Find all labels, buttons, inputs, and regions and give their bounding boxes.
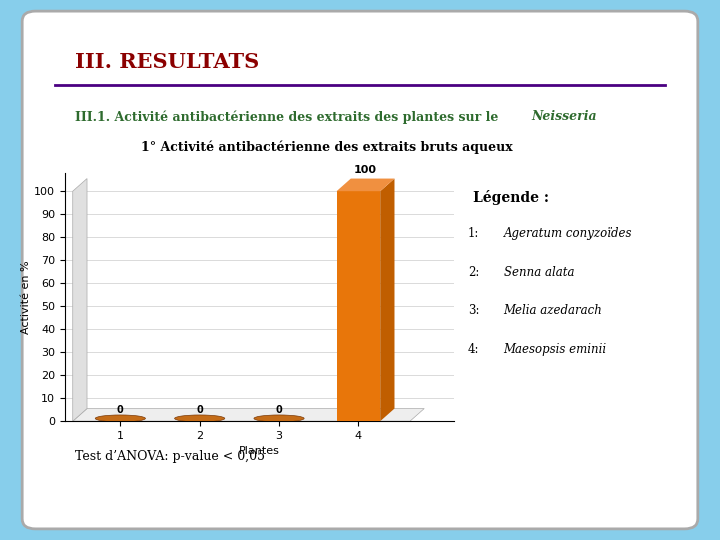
Text: III.1. Activité antibactérienne des extraits des plantes sur le: III.1. Activité antibactérienne des extr… [75,110,503,124]
Text: Neisseria: Neisseria [531,110,597,123]
X-axis label: Plantes: Plantes [239,447,279,456]
Polygon shape [336,179,395,191]
Text: 1:: 1: [468,227,480,240]
Text: Melia azedarach: Melia azedarach [503,305,603,318]
Ellipse shape [174,415,225,422]
Polygon shape [73,409,424,421]
Ellipse shape [254,415,304,422]
Polygon shape [73,179,87,421]
Text: 100: 100 [354,165,377,175]
Text: 0: 0 [117,405,124,415]
Polygon shape [336,191,380,421]
FancyBboxPatch shape [22,11,698,529]
Text: Maesopsis eminii: Maesopsis eminii [503,343,607,356]
Text: Test d’ANOVA: p-value < 0,05: Test d’ANOVA: p-value < 0,05 [75,450,265,463]
Polygon shape [380,179,395,421]
Ellipse shape [95,415,145,422]
Text: 1° Activité antibactérienne des extraits bruts aqueux: 1° Activité antibactérienne des extraits… [141,140,513,154]
Text: Ageratum conyzoïdes: Ageratum conyzoïdes [503,227,632,240]
Text: 0: 0 [276,405,282,415]
Text: Senna alata: Senna alata [503,266,574,279]
Text: Légende :: Légende : [473,190,549,205]
Text: 4:: 4: [468,343,480,356]
Y-axis label: Activité en %: Activité en % [22,260,31,334]
Text: 0: 0 [197,405,203,415]
Text: 3:: 3: [468,305,480,318]
Text: 2:: 2: [468,266,480,279]
Text: III. RESULTATS: III. RESULTATS [75,52,259,72]
